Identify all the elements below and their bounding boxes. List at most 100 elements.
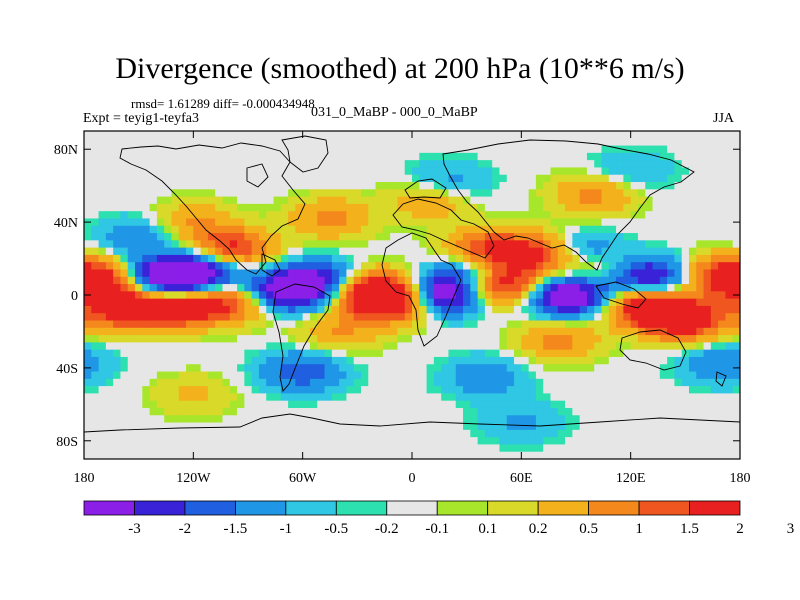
field-cell bbox=[637, 371, 646, 380]
field-cell bbox=[703, 407, 712, 416]
field-cell bbox=[725, 269, 734, 278]
field-cell bbox=[586, 189, 595, 198]
field-cell bbox=[266, 160, 275, 169]
field-cell bbox=[266, 386, 275, 394]
field-cell bbox=[594, 196, 603, 205]
field-cell bbox=[608, 225, 617, 234]
field-cell bbox=[703, 400, 712, 409]
field-cell bbox=[244, 356, 253, 365]
field-cell bbox=[91, 364, 100, 373]
field-cell bbox=[127, 254, 136, 263]
field-cell bbox=[382, 138, 391, 147]
field-cell bbox=[484, 218, 493, 227]
field-cell bbox=[288, 174, 296, 183]
field-cell bbox=[317, 444, 326, 453]
field-cell bbox=[492, 284, 501, 292]
field-cell bbox=[346, 444, 355, 453]
field-cell bbox=[127, 211, 136, 220]
field-cell bbox=[623, 247, 632, 256]
field-cell bbox=[273, 145, 282, 154]
field-cell bbox=[309, 298, 318, 307]
field-cell bbox=[463, 291, 471, 300]
field-cell bbox=[186, 407, 194, 416]
field-cell bbox=[120, 393, 129, 402]
field-cell bbox=[404, 131, 413, 139]
field-cell bbox=[135, 415, 143, 424]
field-cell bbox=[178, 233, 187, 241]
field-cell bbox=[718, 422, 727, 431]
field-cell bbox=[637, 203, 646, 212]
field-cell bbox=[105, 386, 114, 394]
field-cell bbox=[98, 138, 107, 147]
field-cell bbox=[120, 349, 129, 358]
field-cell bbox=[594, 437, 603, 446]
field-cell bbox=[586, 298, 595, 307]
field-cell bbox=[215, 444, 224, 453]
field-cell bbox=[630, 269, 639, 278]
field-cell bbox=[419, 225, 428, 234]
field-cell bbox=[543, 364, 552, 373]
field-cell bbox=[419, 291, 428, 300]
field-cell bbox=[433, 342, 442, 351]
field-cell bbox=[601, 335, 610, 343]
field-cell bbox=[229, 291, 238, 300]
field-cell bbox=[710, 407, 719, 416]
field-cell bbox=[222, 138, 231, 147]
field-cell bbox=[200, 203, 209, 212]
field-cell bbox=[237, 145, 245, 154]
field-cell bbox=[732, 269, 740, 278]
field-cell bbox=[273, 233, 282, 241]
field-cell bbox=[171, 400, 180, 409]
field-cell bbox=[215, 182, 224, 190]
field-cell bbox=[616, 356, 624, 365]
field-cell bbox=[412, 269, 420, 278]
field-cell bbox=[565, 254, 573, 263]
field-cell bbox=[280, 233, 289, 241]
field-cell bbox=[594, 152, 603, 161]
y-tick-label: 80S bbox=[56, 435, 78, 450]
field-cell bbox=[681, 152, 690, 161]
field-cell bbox=[375, 407, 384, 416]
field-cell bbox=[710, 189, 719, 198]
field-cell bbox=[681, 284, 690, 292]
field-cell bbox=[637, 211, 646, 220]
field-cell bbox=[142, 378, 151, 387]
field-cell bbox=[244, 211, 253, 220]
field-cell bbox=[667, 415, 675, 424]
field-cell bbox=[98, 203, 107, 212]
field-cell bbox=[718, 364, 727, 373]
field-cell bbox=[186, 218, 194, 227]
field-cell bbox=[652, 182, 661, 190]
field-cell bbox=[586, 247, 595, 256]
field-cell bbox=[455, 386, 464, 394]
field-cell bbox=[630, 393, 639, 402]
field-cell bbox=[433, 349, 442, 358]
field-cell bbox=[149, 218, 158, 227]
field-cell bbox=[171, 182, 180, 190]
field-cell bbox=[645, 393, 654, 402]
field-cell bbox=[368, 400, 377, 409]
field-cell bbox=[725, 254, 734, 263]
field-cell bbox=[696, 211, 705, 220]
field-cell bbox=[84, 138, 92, 147]
field-cell bbox=[84, 276, 92, 285]
field-cell bbox=[652, 247, 661, 256]
field-cell bbox=[703, 429, 712, 438]
field-cell bbox=[178, 269, 187, 278]
field-cell bbox=[331, 378, 340, 387]
field-cell bbox=[105, 437, 114, 446]
field-cell bbox=[565, 145, 573, 154]
field-cell bbox=[426, 218, 435, 227]
field-cell bbox=[113, 203, 122, 212]
field-cell bbox=[135, 196, 143, 205]
field-cell bbox=[572, 152, 581, 161]
field-cell bbox=[237, 298, 245, 307]
field-cell bbox=[565, 327, 573, 336]
field-cell bbox=[725, 356, 734, 365]
field-cell bbox=[659, 196, 668, 205]
field-cell bbox=[667, 349, 675, 358]
field-cell bbox=[397, 276, 406, 285]
field-cell bbox=[251, 189, 260, 198]
field-cell bbox=[360, 174, 369, 183]
field-cell bbox=[499, 284, 508, 292]
